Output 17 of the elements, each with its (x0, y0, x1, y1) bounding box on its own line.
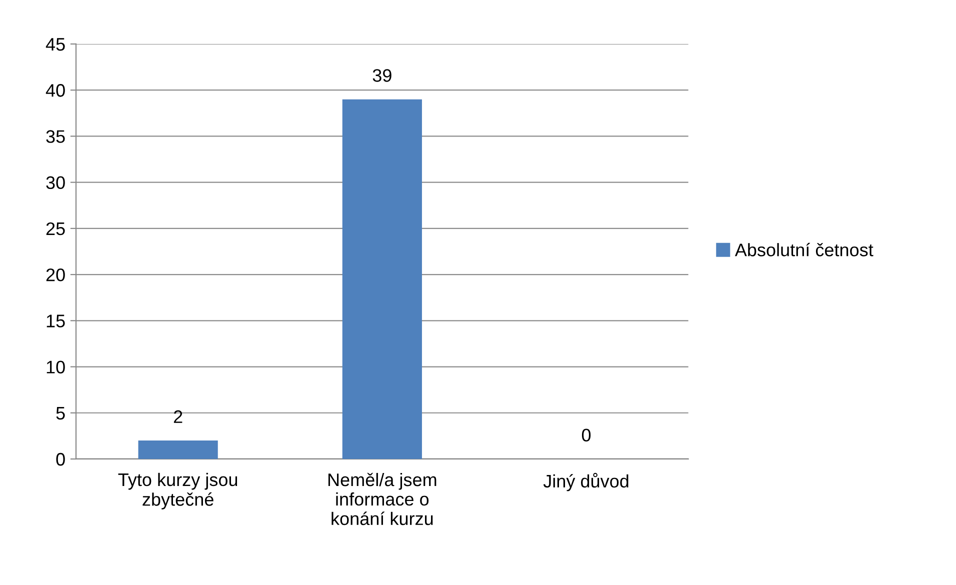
x-tick-label: Jiný důvod (543, 472, 628, 492)
y-tick-label: 40 (46, 84, 65, 97)
y-tick-label: 20 (46, 268, 65, 282)
y-tick-label: 10 (46, 360, 65, 374)
y-tick-label: 35 (46, 130, 65, 143)
x-tick-label: Neměl/a jsem informace o konání kurzu (328, 472, 436, 526)
y-tick-label: 5 (56, 407, 65, 420)
y-tick-label: 0 (56, 452, 65, 466)
y-tick-label: 30 (46, 176, 65, 190)
y-tick-label: 45 (46, 38, 65, 51)
legend-label: Absolutní četnost (734, 242, 874, 256)
y-tick-label: 25 (46, 222, 65, 236)
data-label: 39 (372, 69, 392, 82)
data-label: 0 (582, 428, 591, 442)
x-tick-label: Tyto kurzy jsou zbytečné (118, 472, 238, 510)
data-label: 2 (174, 410, 182, 423)
y-tick-label: 15 (46, 314, 65, 328)
